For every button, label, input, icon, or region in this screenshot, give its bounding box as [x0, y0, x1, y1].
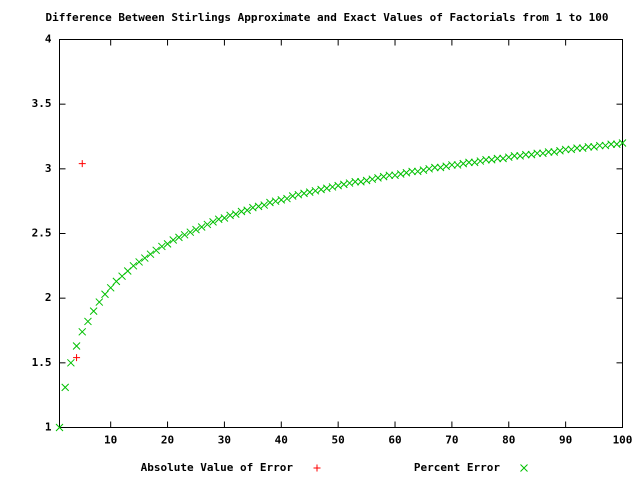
- y-tick-label: 2.5: [32, 227, 52, 240]
- point: [89, 307, 98, 315]
- point: [448, 161, 456, 169]
- point: [106, 283, 115, 292]
- point: [584, 142, 593, 151]
- point: [186, 228, 195, 237]
- legend-marker: [313, 464, 321, 472]
- y-tick-label: 3: [45, 162, 52, 175]
- point: [129, 261, 138, 270]
- point: [95, 298, 104, 306]
- x-tick-label: 50: [332, 434, 345, 447]
- point: [203, 220, 212, 229]
- point: [482, 155, 490, 164]
- x-tick-label: 70: [445, 434, 458, 447]
- x-tick-label: 40: [275, 434, 288, 447]
- point: [385, 171, 394, 180]
- point: [175, 233, 183, 242]
- point: [78, 327, 87, 336]
- x-tick-label: 90: [559, 434, 572, 447]
- point: [618, 139, 627, 147]
- point: [607, 140, 615, 149]
- point: [231, 210, 240, 218]
- point: [61, 383, 70, 392]
- point: [465, 158, 473, 167]
- point: [197, 223, 206, 231]
- point: [351, 177, 360, 186]
- point: [73, 354, 81, 362]
- point: [533, 149, 542, 158]
- point: [55, 423, 64, 432]
- point: [192, 225, 200, 234]
- legend-marker: [520, 464, 528, 472]
- point: [283, 194, 291, 203]
- point: [430, 163, 439, 172]
- x-tick-label: 30: [218, 434, 231, 447]
- point: [561, 145, 570, 154]
- plot-border: [59, 39, 623, 428]
- point: [510, 152, 519, 160]
- point: [408, 167, 416, 176]
- point: [180, 230, 189, 239]
- point: [260, 201, 269, 209]
- point: [220, 214, 229, 222]
- point: [84, 317, 92, 326]
- point: [209, 218, 217, 226]
- point: [573, 144, 581, 152]
- y-tick-label: 1.5: [32, 356, 52, 369]
- point: [243, 206, 252, 215]
- point: [169, 236, 178, 244]
- point: [152, 246, 161, 255]
- x-tick-label: 60: [388, 434, 401, 447]
- point: [163, 239, 172, 248]
- point: [158, 242, 166, 251]
- point: [521, 150, 530, 159]
- point: [101, 290, 109, 299]
- point: [140, 254, 149, 262]
- x-tick-label: 10: [104, 434, 117, 447]
- y-tick-label: 3.5: [32, 97, 52, 110]
- point: [67, 358, 75, 367]
- x-tick-label: 100: [613, 434, 633, 447]
- point: [146, 250, 155, 259]
- point: [493, 154, 502, 163]
- point: [72, 342, 81, 350]
- x-tick-label: 80: [502, 434, 515, 447]
- y-tick-label: 4: [45, 33, 52, 46]
- point: [595, 141, 604, 150]
- point: [78, 160, 86, 168]
- y-tick-label: 2: [45, 291, 52, 304]
- legend-label: Percent Error: [414, 461, 500, 474]
- y-tick-label: 1: [45, 421, 52, 434]
- x-tick-label: 20: [161, 434, 174, 447]
- legend-label: Absolute Value of Error: [141, 461, 294, 474]
- point: [135, 258, 143, 266]
- chart-title: Difference Between Stirlings Approximate…: [46, 11, 609, 24]
- point: [544, 148, 553, 156]
